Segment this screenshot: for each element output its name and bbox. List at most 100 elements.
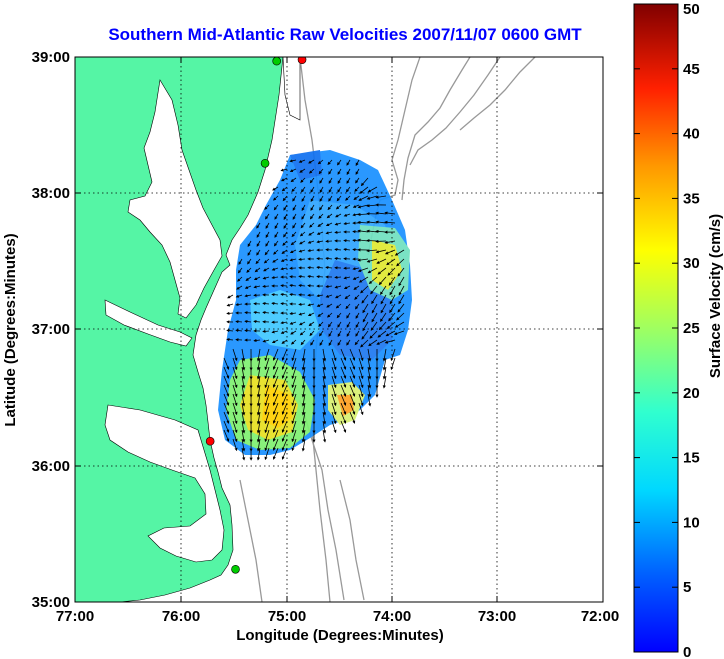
velocity-arrow: [226, 303, 234, 307]
velocity-arrow: [327, 204, 333, 211]
colorbar: 0 5 10 15 20 25 30 35 40 45 50 Surface Velocity (c…: [633, 1, 724, 659]
velocity-arrow: [322, 366, 327, 380]
velocity-arrow: [307, 312, 315, 317]
velocity-arrow: [340, 357, 347, 370]
velocity-arrow: [327, 321, 333, 328]
velocity-arrow: [328, 186, 333, 193]
velocity-arrow: [271, 275, 279, 280]
velocity-arrow: [343, 221, 351, 226]
velocity-arrow: [274, 222, 279, 230]
velocity-arrow: [241, 375, 246, 389]
velocity-arrow: [376, 339, 387, 345]
velocity-arrow: [256, 402, 261, 416]
velocity-arrow: [232, 348, 238, 362]
colorbar-tick-label: 25: [683, 320, 700, 337]
velocity-arrow: [223, 402, 230, 415]
velocity-arrow: [262, 329, 270, 333]
velocity-arrow: [378, 321, 387, 331]
velocity-arrow: [335, 303, 342, 309]
velocity-arrow: [292, 213, 297, 220]
velocity-arrow: [274, 213, 279, 220]
velocity-arrow: [223, 366, 230, 379]
colorbar-gradient: [633, 3, 679, 653]
velocity-arrow: [281, 447, 288, 460]
velocity-arrow: [280, 177, 288, 182]
x-tick-label: 77:00: [56, 608, 94, 625]
velocity-arrow: [232, 438, 238, 452]
velocity-arrow: [301, 204, 306, 212]
velocity-arrow: [358, 348, 364, 362]
velocity-arrow: [300, 177, 306, 183]
velocity-arrow: [334, 285, 342, 289]
x-tick-label: 72:00: [581, 608, 619, 625]
station-marker: [297, 57, 307, 65]
velocity-arrow: [361, 294, 369, 304]
velocity-arrow: [375, 195, 387, 199]
velocity-arrow: [319, 330, 324, 337]
velocity-arrow: [289, 159, 297, 163]
velocity-arrow: [272, 393, 279, 406]
velocity-arrow: [386, 258, 396, 266]
velocity-arrow: [223, 411, 230, 424]
velocity-arrow: [272, 375, 279, 388]
velocity-arrow: [291, 393, 297, 407]
y-tick-label: 36:00: [32, 458, 70, 475]
velocity-arrow: [354, 186, 360, 192]
velocity-arrow: [328, 330, 333, 337]
velocity-arrow: [235, 302, 243, 307]
velocity-arrow: [301, 357, 306, 371]
velocity-arrow: [264, 429, 270, 443]
velocity-arrow: [349, 348, 356, 361]
velocity-arrow: [281, 357, 288, 370]
velocity-arrow: [226, 311, 234, 315]
velocity-arrow: [232, 420, 238, 434]
velocity-arrow: [328, 195, 333, 202]
velocity-arrow: [316, 303, 324, 307]
velocity-arrow: [318, 213, 324, 219]
station-marker: [205, 436, 215, 446]
velocity-arrow: [307, 303, 315, 307]
velocity-arrow: [331, 420, 337, 434]
velocity-arrow: [352, 276, 360, 280]
velocity-arrow: [353, 195, 360, 200]
velocity-arrow: [264, 249, 270, 256]
velocity-arrow: [382, 366, 387, 380]
velocity-arrow: [331, 348, 337, 362]
velocity-arrow: [291, 339, 297, 345]
velocity-arrow: [245, 276, 252, 281]
velocity-arrow: [337, 168, 342, 175]
velocity-arrow: [280, 258, 288, 262]
velocity-arrow: [337, 159, 342, 166]
velocity-arrow: [301, 195, 306, 202]
velocity-arrow: [301, 366, 306, 380]
velocity-arrow: [238, 258, 243, 265]
velocity-arrow: [389, 285, 396, 296]
velocity-arrow: [393, 330, 405, 336]
velocity-arrow: [325, 231, 333, 235]
station-marker: [260, 158, 270, 168]
velocity-arrow: [272, 402, 279, 415]
velocity-arrow: [241, 420, 246, 434]
velocity-arrow: [281, 384, 288, 397]
velocity-arrow: [301, 213, 306, 220]
velocity-arrow: [289, 311, 297, 316]
velocity-arrow: [281, 420, 288, 433]
velocity-arrow: [337, 321, 342, 328]
velocity-arrow: [325, 256, 333, 261]
velocity-arrow: [289, 321, 297, 325]
velocity-arrow: [223, 420, 230, 433]
velocity-arrow: [368, 276, 378, 285]
velocity-arrow: [262, 301, 270, 306]
velocity-arrow: [355, 159, 360, 167]
velocity-arrow: [355, 303, 360, 310]
velocity-arrow: [308, 231, 315, 236]
velocity-arrow: [263, 267, 270, 272]
velocity-arrow: [281, 186, 288, 192]
velocity-arrow: [283, 222, 288, 229]
colorbar-tick-label: 15: [683, 450, 700, 467]
velocity-arrow: [298, 321, 306, 326]
velocity-arrow: [282, 195, 288, 202]
velocity-arrow: [256, 240, 261, 247]
velocity-arrow: [300, 339, 306, 346]
velocity-arrow: [256, 429, 261, 443]
